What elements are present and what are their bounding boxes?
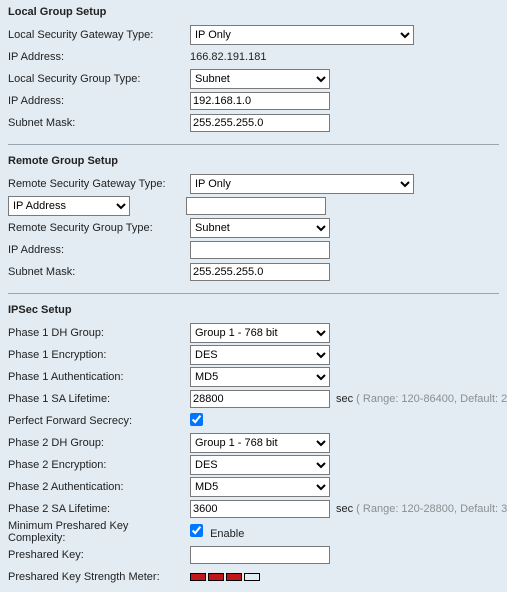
meter-bar-3 [244, 573, 260, 581]
local-gateway-type-label: Local Security Gateway Type: [8, 29, 190, 41]
p1dh-select[interactable]: Group 1 - 768 bit [190, 323, 330, 343]
p2sa-label: Phase 2 SA Lifetime: [8, 503, 190, 515]
p2auth-label: Phase 2 Authentication: [8, 481, 190, 493]
remote-group-type-select[interactable]: Subnet [190, 218, 330, 238]
pfs-label: Perfect Forward Secrecy: [8, 415, 190, 427]
meter-bar-1 [208, 573, 224, 581]
local-subnet-label: Subnet Mask: [8, 117, 190, 129]
remote-group-type-label: Remote Security Group Type: [8, 222, 190, 234]
remote-ip-label: IP Address: [8, 244, 190, 256]
remote-group-title: Remote Group Setup [8, 155, 499, 167]
pfs-checkbox[interactable] [190, 413, 203, 426]
meter-bar-0 [190, 573, 206, 581]
p1sa-hint: sec ( Range: 120-86400, Default: 28800 ) [336, 393, 507, 405]
min-psk-label: Minimum Preshared Key Complexity: [8, 520, 190, 544]
p1sa-label: Phase 1 SA Lifetime: [8, 393, 190, 405]
local-ip-label: IP Address: [8, 51, 190, 63]
p1enc-select[interactable]: DES [190, 345, 330, 365]
p1sa-input[interactable] [190, 390, 330, 408]
remote-subnet-input[interactable] [190, 263, 330, 281]
min-psk-enable-label: Enable [210, 528, 244, 540]
divider-1 [8, 144, 499, 145]
local-ip2-label: IP Address: [8, 95, 190, 107]
p1auth-label: Phase 1 Authentication: [8, 371, 190, 383]
psk-input[interactable] [190, 546, 330, 564]
psk-strength-meter [190, 573, 260, 581]
local-group-title: Local Group Setup [8, 6, 499, 18]
p1dh-label: Phase 1 DH Group: [8, 327, 190, 339]
remote-subnet-label: Subnet Mask: [8, 266, 190, 278]
p2sa-hint: sec ( Range: 120-28800, Default: 3600 ) [336, 503, 507, 515]
ipsec-title: IPSec Setup [8, 304, 499, 316]
meter-bar-2 [226, 573, 242, 581]
divider-2 [8, 293, 499, 294]
remote-addr-mode-select[interactable]: IP Address [8, 196, 130, 216]
p2enc-select[interactable]: DES [190, 455, 330, 475]
p1auth-select[interactable]: MD5 [190, 367, 330, 387]
remote-gateway-type-select[interactable]: IP Only [190, 174, 414, 194]
local-ip2-input[interactable] [190, 92, 330, 110]
local-ip-value: 166.82.191.181 [190, 51, 266, 63]
min-psk-checkbox[interactable] [190, 524, 203, 537]
remote-ip-input[interactable] [190, 241, 330, 259]
p2enc-label: Phase 2 Encryption: [8, 459, 190, 471]
p1enc-label: Phase 1 Encryption: [8, 349, 190, 361]
remote-gateway-type-label: Remote Security Gateway Type: [8, 178, 190, 190]
local-subnet-input[interactable] [190, 114, 330, 132]
remote-addr-input[interactable] [186, 197, 326, 215]
p2sa-input[interactable] [190, 500, 330, 518]
p2dh-select[interactable]: Group 1 - 768 bit [190, 433, 330, 453]
p2auth-select[interactable]: MD5 [190, 477, 330, 497]
local-gateway-type-select[interactable]: IP Only [190, 25, 414, 45]
psk-label: Preshared Key: [8, 549, 190, 561]
p2dh-label: Phase 2 DH Group: [8, 437, 190, 449]
local-group-type-label: Local Security Group Type: [8, 73, 190, 85]
meter-label: Preshared Key Strength Meter: [8, 571, 190, 583]
local-group-type-select[interactable]: Subnet [190, 69, 330, 89]
